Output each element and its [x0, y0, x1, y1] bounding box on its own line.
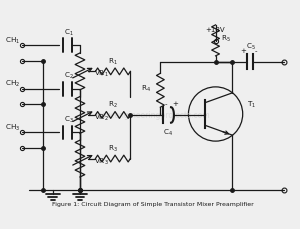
Text: VR$_3$: VR$_3$ [94, 156, 108, 166]
Text: +18V: +18V [206, 27, 225, 33]
Text: CH$_2$: CH$_2$ [5, 79, 20, 89]
Text: C$_5$: C$_5$ [245, 42, 255, 52]
Text: T$_1$: T$_1$ [247, 100, 256, 110]
Text: Figure 1: Circuit Diagram of Simple Transistor Mixer Preamplifier: Figure 1: Circuit Diagram of Simple Tran… [52, 201, 254, 206]
Text: CH$_3$: CH$_3$ [4, 122, 20, 132]
Text: VR$_1$: VR$_1$ [94, 69, 108, 79]
Text: R$_4$: R$_4$ [141, 83, 151, 93]
Text: www.engineeringprojects.com: www.engineeringprojects.com [95, 110, 210, 119]
Text: C$_1$: C$_1$ [64, 27, 74, 37]
Text: C$_4$: C$_4$ [163, 127, 173, 137]
Text: R$_2$: R$_2$ [108, 100, 118, 110]
Text: -: - [165, 101, 167, 107]
Text: +: + [172, 101, 178, 107]
Text: C$_2$: C$_2$ [64, 71, 74, 81]
Text: -: - [255, 48, 257, 54]
Text: +: + [241, 48, 247, 54]
Text: VR$_2$: VR$_2$ [94, 112, 108, 123]
Text: R$_5$: R$_5$ [221, 33, 231, 43]
Text: C$_3$: C$_3$ [64, 114, 74, 124]
Text: R$_1$: R$_1$ [108, 56, 118, 66]
Text: CH$_1$: CH$_1$ [5, 35, 20, 45]
Text: R$_3$: R$_3$ [108, 143, 118, 153]
